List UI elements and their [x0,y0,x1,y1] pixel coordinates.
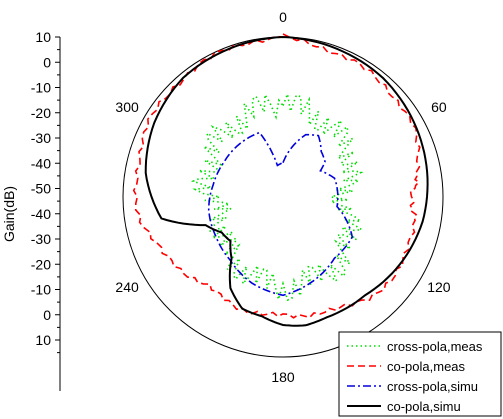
polar-frame: 0 60 120 180 240 300 [115,9,450,385]
ylabel: Gain(dB) [1,186,17,242]
legend-label: cross-pola,simu [387,379,478,394]
series-co-pola-simu [144,36,429,327]
radial-tick-label: -30 [31,130,51,146]
series-cross-pola-meas [190,91,364,303]
legend-label: co-pola,meas [387,359,466,374]
radial-tick-label: 10 [35,29,51,45]
radial-tick-label: 0 [43,54,51,70]
radial-tick-label: -20 [31,256,51,272]
series-co-pola-meas [132,33,421,319]
radial-tick-label: -20 [31,105,51,121]
angle-tick-label: 60 [431,99,447,115]
angle-tick-label: 0 [279,9,287,25]
angle-tick-label: 180 [271,369,295,385]
series-cross-pola-simu [207,131,354,297]
radial-tick-label: 10 [35,332,51,348]
angle-tick-label: 120 [427,279,451,295]
outer-ring [122,36,444,358]
radial-tick-label: -50 [31,181,51,197]
radial-tick-label: 0 [43,307,51,323]
legend-label: co-pola,simu [387,399,461,414]
radial-tick-label: -40 [31,155,51,171]
radial-tick-label: -30 [31,231,51,247]
angle-tick-label: 240 [115,279,139,295]
radial-tick-label: -10 [31,80,51,96]
radial-axis: 10 0 -10 -20 -30 -40 -50 -40 -30 -20 -10 0 10 Gain(dB… [1,29,61,391]
radial-tick-label: -40 [31,206,51,222]
radial-tick-label: -10 [31,282,51,298]
angle-tick-label: 300 [115,99,139,115]
legend: cross-pola,meas co-pola,meas cross-pola,si… [338,331,502,417]
series-group [132,33,429,327]
legend-label: cross-pola,meas [387,339,483,354]
